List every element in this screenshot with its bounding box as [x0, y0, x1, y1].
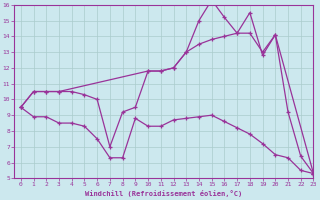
X-axis label: Windchill (Refroidissement éolien,°C): Windchill (Refroidissement éolien,°C) — [85, 190, 243, 197]
